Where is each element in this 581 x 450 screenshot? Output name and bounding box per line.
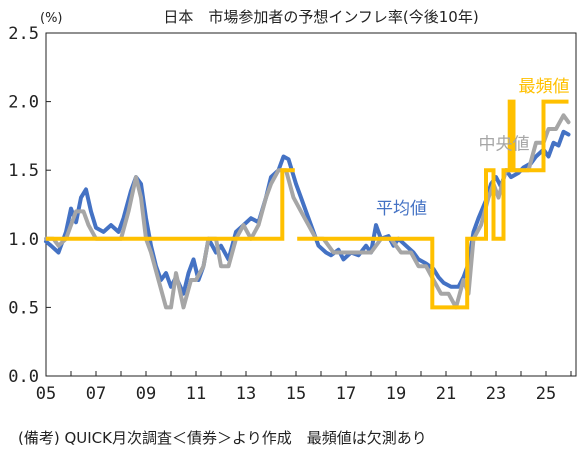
y-tick-label: 0.0 (8, 367, 39, 387)
x-tick-label: 09 (136, 384, 156, 404)
y-tick-label: 1.5 (8, 161, 39, 181)
x-tick-label: 05 (36, 384, 56, 404)
x-tick-label: 17 (336, 384, 356, 404)
y-unit-label: (%) (40, 11, 63, 26)
x-tick-label: 19 (386, 384, 406, 404)
plot-frame (45, 32, 577, 377)
series-mode-line (297, 99, 569, 310)
x-tick-label: 07 (86, 384, 106, 404)
y-tick-label: 0.5 (8, 298, 39, 318)
series-layer (44, 99, 571, 310)
y-tick-label: 1.0 (8, 230, 39, 250)
y-tick-label: 2.0 (8, 93, 39, 113)
x-tick-label: 23 (486, 384, 506, 404)
series-mean-line (44, 129, 571, 296)
series-mode-line (46, 168, 295, 241)
series-labels: 平均値 中央値 最頻値 (376, 77, 570, 219)
chart-note: (備考) QUICK月次調査＜債券＞より作成 最頻値は欠測あり (18, 429, 427, 447)
y-tick-label: 2.5 (8, 24, 39, 44)
x-tick-label: 15 (286, 384, 306, 404)
x-tick-label: 13 (236, 384, 256, 404)
x-tick-label: 25 (536, 384, 556, 404)
label-mean: 平均値 (376, 199, 427, 219)
label-mode: 最頻値 (519, 77, 570, 97)
x-tick-label: 11 (186, 384, 206, 404)
x-tick-label: 21 (436, 384, 456, 404)
label-median: 中央値 (479, 135, 530, 155)
chart-title: 日本 市場参加者の予想インフレ率(今後10年) (163, 8, 478, 26)
axes: 0.0 0.5 1.0 1.5 2.0 2.5 05 07 09 11 13 15 17 19 21 23 25 (8, 24, 572, 404)
